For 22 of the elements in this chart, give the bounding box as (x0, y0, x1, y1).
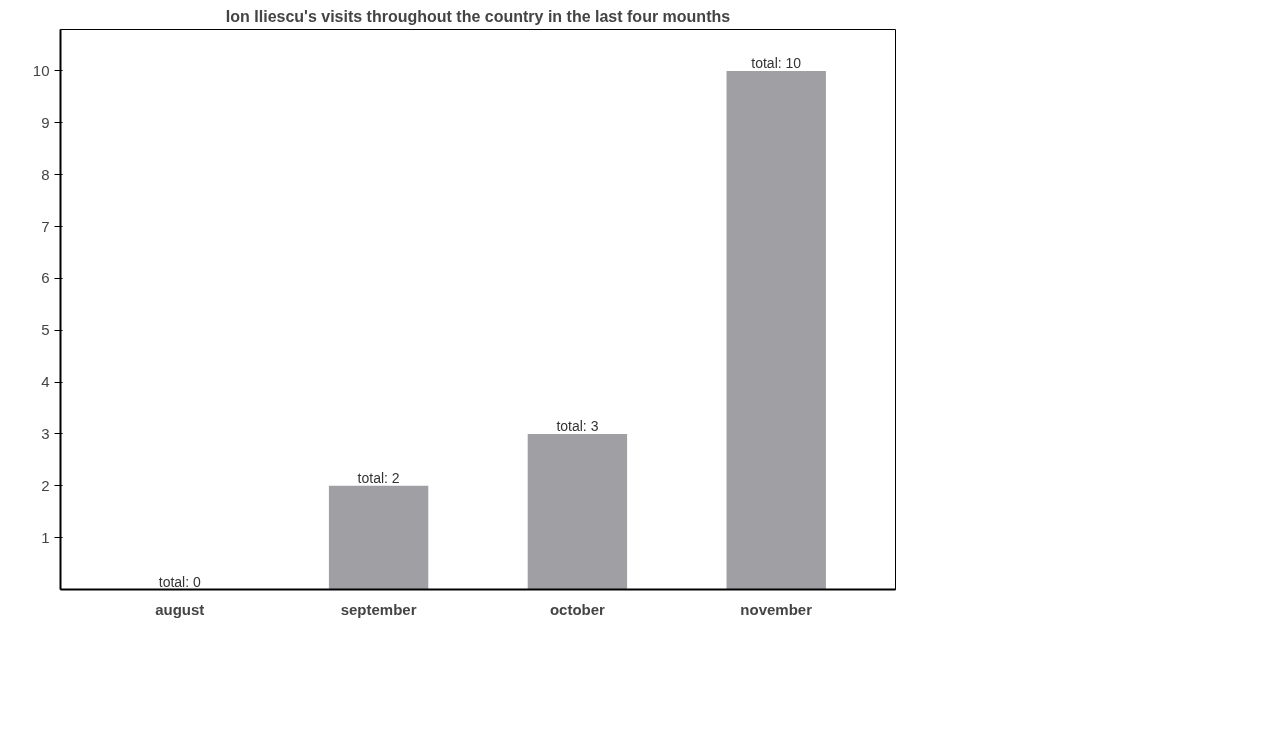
bar (726, 70, 826, 590)
data-label: total: 0 (158, 573, 202, 590)
y-tick-label: 5 (41, 321, 50, 339)
y-tick-label: 6 (41, 269, 50, 287)
x-tick-label: october (549, 600, 606, 618)
data-label: total: 10 (751, 54, 802, 71)
bar (328, 485, 429, 590)
x-tick-label: august (155, 600, 205, 618)
x-tick-label: november (740, 600, 813, 618)
bar (527, 433, 628, 590)
chart-title: Ion Iliescu's visits throughout the country in the last four mounths (225, 7, 731, 25)
y-tick-label: 3 (41, 424, 50, 442)
y-tick-label: 7 (41, 217, 50, 235)
data-label: total: 3 (556, 417, 599, 434)
x-tick-label: september (340, 600, 417, 618)
y-tick-label: 10 (32, 61, 50, 79)
y-tick-label: 2 (41, 476, 50, 494)
y-tick-label: 8 (41, 165, 50, 183)
data-label: total: 2 (357, 469, 400, 486)
y-tick-label: 9 (41, 113, 50, 131)
y-tick-label: 4 (41, 373, 50, 391)
y-tick-label: 1 (41, 528, 50, 546)
